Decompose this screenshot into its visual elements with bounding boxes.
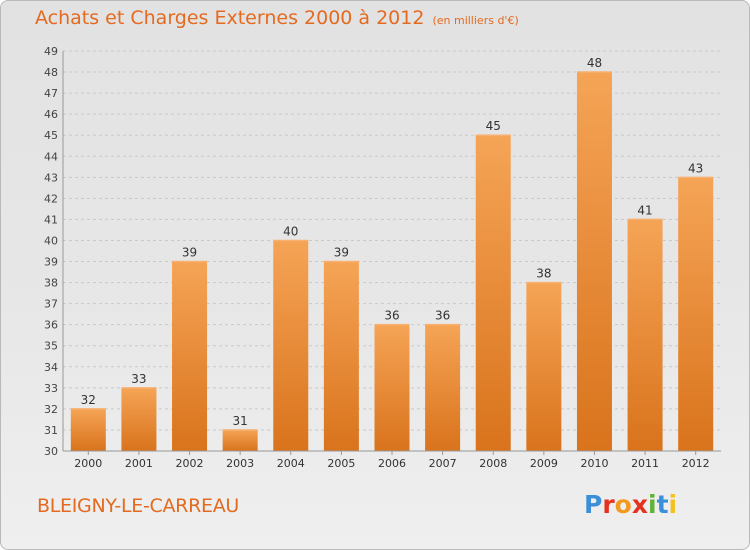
logo-letter: i — [648, 490, 657, 519]
y-tick-label: 37 — [44, 298, 58, 311]
bar — [374, 324, 410, 451]
logo-letter: t — [656, 490, 669, 519]
data-labels: 32 33 39 31 40 39 36 36 45 38 48 41 43 — [81, 56, 704, 428]
data-label: 39 — [182, 246, 197, 260]
x-tick-label: 2008 — [479, 457, 507, 470]
x-tick-label: 2011 — [631, 457, 659, 470]
chart-unit: (en milliers d'€) — [432, 14, 519, 27]
bar — [172, 261, 208, 451]
data-label: 40 — [283, 224, 298, 238]
data-label: 43 — [688, 161, 703, 175]
data-label: 38 — [536, 267, 551, 281]
x-tick-label: 2004 — [277, 457, 305, 470]
bar — [678, 177, 714, 451]
y-tick-label: 33 — [44, 382, 58, 395]
data-label: 36 — [435, 309, 450, 323]
y-tick-label: 32 — [44, 403, 58, 416]
y-tick-label: 48 — [44, 66, 58, 79]
data-label: 31 — [233, 414, 248, 428]
y-tick-label: 47 — [44, 87, 58, 100]
bar — [425, 324, 461, 451]
data-label: 36 — [384, 309, 399, 323]
bar — [576, 72, 612, 451]
bar — [526, 282, 562, 451]
bar — [70, 408, 106, 451]
data-label: 45 — [486, 119, 501, 133]
y-tick-label: 43 — [44, 171, 58, 184]
y-tick-label: 34 — [44, 361, 58, 374]
data-label: 32 — [81, 393, 96, 407]
y-tick-label: 40 — [44, 234, 58, 247]
y-tick-label: 41 — [44, 213, 58, 226]
commune-name: BLEIGNY-LE-CARREAU — [37, 495, 239, 517]
chart-title-text: Achats et Charges Externes 2000 à 2012 — [35, 7, 425, 29]
bar — [475, 135, 511, 452]
x-tick-label: 2006 — [378, 457, 406, 470]
data-label: 41 — [637, 203, 652, 217]
logo-letter: P — [584, 490, 603, 519]
x-tick-label: 2001 — [125, 457, 153, 470]
y-tick-label: 46 — [44, 108, 58, 121]
y-tick-label: 30 — [44, 445, 58, 458]
bar — [121, 387, 157, 451]
logo-letter: x — [631, 490, 648, 519]
proxiti-logo: Proxiti — [584, 490, 677, 519]
y-tick-label: 44 — [44, 150, 58, 163]
y-tick-label: 31 — [44, 424, 58, 437]
x-tick-label: 2005 — [327, 457, 355, 470]
x-tick-label: 2009 — [530, 457, 558, 470]
logo-letter: i — [668, 490, 678, 519]
y-tick-label: 45 — [44, 129, 58, 142]
x-tick-label: 2010 — [580, 457, 608, 470]
bar — [273, 240, 309, 451]
data-label: 48 — [587, 56, 602, 70]
x-tick-label: 2002 — [176, 457, 204, 470]
data-label: 39 — [334, 246, 349, 260]
y-tick-label: 42 — [44, 192, 58, 205]
data-label: 33 — [131, 372, 146, 386]
logo-letter: o — [614, 490, 632, 519]
bar — [627, 219, 663, 451]
bar — [323, 261, 359, 451]
y-tick-label: 38 — [44, 277, 58, 290]
x-tick-label: 2000 — [74, 457, 102, 470]
bars — [70, 71, 714, 452]
logo-letter: r — [602, 490, 615, 519]
y-tick-label: 39 — [44, 256, 58, 269]
y-tick-label: 49 — [44, 45, 58, 58]
x-tick-label: 2007 — [429, 457, 457, 470]
y-tick-label: 36 — [44, 319, 58, 332]
axes: 30 31 32 33 34 35 36 37 38 39 40 41 42 43 44 45 46 47 48 49… — [44, 45, 721, 470]
x-tick-label: 2003 — [226, 457, 254, 470]
x-tick-label: 2012 — [682, 457, 710, 470]
bar — [222, 429, 258, 451]
y-tick-label: 35 — [44, 340, 58, 353]
chart-title: Achats et Charges Externes 2000 à 2012 (e… — [35, 7, 519, 29]
